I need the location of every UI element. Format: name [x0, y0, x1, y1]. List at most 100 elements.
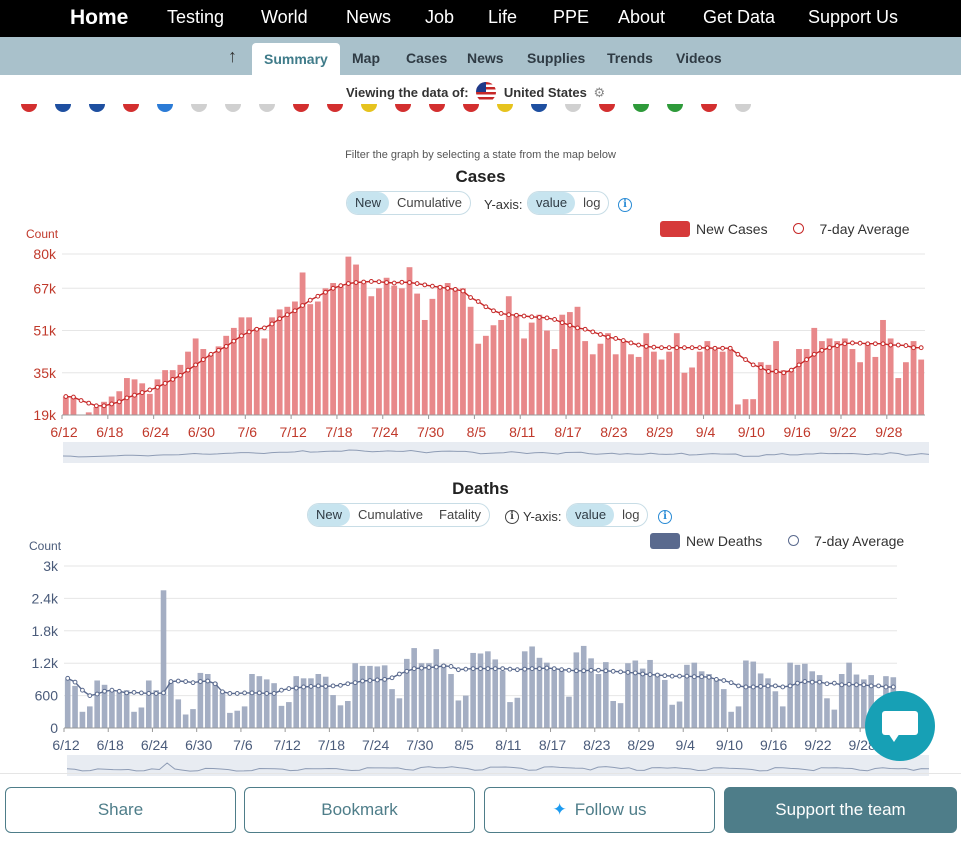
- bar: [676, 701, 683, 728]
- bar: [728, 711, 734, 728]
- bar: [145, 680, 152, 728]
- tab-trends[interactable]: Trends: [607, 50, 653, 66]
- tab-news[interactable]: News: [467, 50, 504, 66]
- bar: [475, 343, 482, 415]
- state-dot[interactable]: [361, 104, 377, 112]
- y-tick-label: 19k: [33, 407, 57, 423]
- deaths-mode-cumulative[interactable]: Cumulative: [358, 507, 424, 522]
- deaths-scale-value[interactable]: value: [567, 504, 615, 526]
- tab-videos[interactable]: Videos: [676, 50, 722, 66]
- chat-icon[interactable]: [865, 691, 935, 761]
- average-point: [485, 666, 491, 672]
- nav-about[interactable]: About: [618, 7, 666, 27]
- average-point: [478, 666, 483, 672]
- state-dot[interactable]: [157, 104, 173, 112]
- state-dot[interactable]: [327, 104, 343, 112]
- cases-scale-value[interactable]: value: [528, 192, 576, 214]
- state-dot[interactable]: [191, 104, 207, 112]
- deaths-mode-fatality[interactable]: Fatality: [439, 507, 481, 522]
- average-point: [468, 295, 473, 300]
- cases-mode-cumulative[interactable]: Cumulative: [397, 195, 463, 210]
- bar: [190, 709, 196, 728]
- state-dot[interactable]: [633, 104, 649, 112]
- average-point: [65, 675, 71, 681]
- nav-news[interactable]: News: [346, 7, 392, 27]
- state-dot[interactable]: [463, 104, 479, 112]
- state-dot[interactable]: [123, 104, 139, 112]
- average-point: [264, 691, 270, 696]
- cases-bar-swatch[interactable]: [660, 221, 690, 237]
- x-tick-label: 9/10: [716, 737, 743, 753]
- average-point: [854, 682, 859, 688]
- bar: [192, 338, 199, 415]
- tab-cases[interactable]: Cases: [406, 50, 448, 66]
- nav-home[interactable]: Home: [70, 6, 129, 29]
- bar: [337, 285, 344, 415]
- state-dot[interactable]: [225, 104, 241, 112]
- average-point: [389, 675, 395, 681]
- x-tick-label: 6/24: [141, 737, 168, 753]
- average-point: [699, 674, 705, 680]
- tab-map[interactable]: Map: [352, 50, 380, 66]
- tab-supplies[interactable]: Supplies: [527, 50, 586, 66]
- chat-bubble-tail: [888, 733, 900, 742]
- arrow-up-icon[interactable]: ↑: [228, 46, 237, 66]
- average-point: [780, 684, 786, 690]
- nav-job[interactable]: Job: [425, 7, 455, 27]
- deaths-scale-log[interactable]: log: [622, 507, 640, 522]
- bar: [85, 412, 92, 415]
- state-dot[interactable]: [497, 104, 513, 112]
- average-point: [448, 664, 454, 669]
- x-tick-label: 8/11: [495, 737, 521, 753]
- state-dot[interactable]: [701, 104, 717, 112]
- info-icon[interactable]: i: [505, 510, 519, 524]
- state-dot[interactable]: [55, 104, 71, 112]
- state-dot[interactable]: [735, 104, 751, 112]
- average-point: [728, 680, 734, 686]
- state-dot[interactable]: [429, 104, 445, 112]
- nav-world[interactable]: World: [261, 7, 308, 27]
- nav-ppe[interactable]: PPE: [553, 7, 590, 27]
- support-team-button[interactable]: Support the team: [724, 787, 957, 833]
- nav-life[interactable]: Life: [488, 7, 518, 27]
- bar: [146, 393, 153, 415]
- deaths-mode-new[interactable]: New: [308, 504, 351, 526]
- average-point: [87, 693, 93, 699]
- bar: [595, 674, 602, 728]
- bookmark-button[interactable]: Bookmark: [244, 787, 475, 833]
- average-point: [529, 314, 535, 320]
- average-point: [301, 684, 306, 690]
- share-button[interactable]: Share: [5, 787, 236, 833]
- state-dot[interactable]: [395, 104, 411, 112]
- state-dot[interactable]: [21, 104, 37, 112]
- gear-icon[interactable]: ⚙: [593, 85, 606, 100]
- average-point: [804, 357, 810, 362]
- bar: [853, 674, 860, 728]
- nav-support-us[interactable]: Support Us: [808, 7, 899, 27]
- cases-scale-log[interactable]: log: [583, 195, 601, 210]
- state-dot[interactable]: [89, 104, 105, 112]
- x-tick-label: 9/22: [804, 737, 831, 753]
- info-icon[interactable]: i: [618, 198, 632, 212]
- follow-button[interactable]: ✦ Follow us: [484, 787, 715, 833]
- state-dot[interactable]: [667, 104, 683, 112]
- state-dot[interactable]: [293, 104, 309, 112]
- tab-summary[interactable]: Summary: [252, 43, 340, 75]
- info-icon[interactable]: i: [658, 510, 672, 524]
- state-dot[interactable]: [599, 104, 615, 112]
- average-point: [384, 280, 389, 285]
- cases-avg-swatch[interactable]: [785, 221, 813, 237]
- nav-testing[interactable]: Testing: [167, 7, 225, 27]
- state-dot[interactable]: [531, 104, 547, 112]
- cases-mode-new[interactable]: New: [347, 192, 390, 214]
- bar: [293, 676, 300, 728]
- viewing-selector[interactable]: Viewing the data of: United States ⚙: [346, 82, 605, 102]
- state-dot[interactable]: [259, 104, 275, 112]
- bar: [169, 370, 176, 415]
- deaths-avg-swatch[interactable]: [780, 533, 808, 549]
- average-point: [399, 279, 405, 285]
- bar: [551, 349, 558, 415]
- state-dot[interactable]: [565, 104, 581, 112]
- nav-get-data[interactable]: Get Data: [703, 7, 776, 27]
- deaths-bar-swatch[interactable]: [650, 533, 680, 549]
